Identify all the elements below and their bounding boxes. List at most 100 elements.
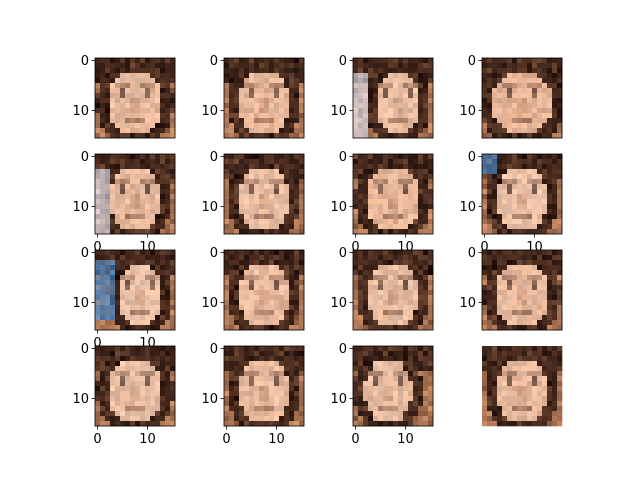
pixel-cell [428, 346, 434, 352]
pixel-cell [155, 63, 161, 69]
pixel-cell [423, 68, 429, 74]
pixel-cell [482, 83, 488, 89]
pixel-cell [125, 386, 131, 392]
pixel-cell [249, 300, 255, 306]
pixel-cell [368, 204, 374, 210]
pixel-cell [150, 118, 156, 124]
pixel-cell [299, 103, 305, 109]
pixel-cell [105, 83, 111, 89]
pixel-cell [393, 265, 399, 271]
pixel-cell [497, 133, 503, 139]
pixel-cell [160, 224, 166, 230]
pixel-cell [279, 351, 285, 357]
pixel-cell [279, 63, 285, 69]
pixel-cell [378, 381, 384, 387]
pixel-cell [527, 361, 533, 367]
pixel-cell [383, 386, 389, 392]
pixel-cell [527, 290, 533, 296]
pixel-cell [105, 346, 111, 352]
pixel-cell [95, 108, 101, 114]
pixel-cell [552, 179, 558, 185]
pixel-cell [110, 376, 116, 382]
pixel-cell [289, 265, 295, 271]
pixel-cell [115, 73, 121, 79]
pixel-cell [487, 78, 493, 84]
pixel-cell [537, 290, 543, 296]
pixel-cell [358, 366, 364, 372]
pixel-cell [487, 219, 493, 225]
pixel-cell [393, 421, 399, 427]
pixel-cell [249, 275, 255, 281]
pixel-cell [264, 159, 270, 165]
pixel-cell [95, 229, 101, 235]
pixel-cell [130, 184, 136, 190]
pixel-cell [398, 224, 404, 230]
pixel-cell [160, 214, 166, 220]
pixel-cell [502, 128, 508, 134]
pixel-cell [229, 128, 235, 134]
pixel-cell [552, 280, 558, 286]
pixel-cell [363, 416, 369, 422]
pixel-cell [557, 300, 563, 306]
pixel-cell [557, 270, 563, 276]
pixel-cell [353, 159, 359, 165]
pixel-cell [274, 128, 280, 134]
pixel-cell [527, 381, 533, 387]
pixel-cell [557, 98, 563, 104]
pixel-cell [403, 103, 409, 109]
pixel-cell [537, 356, 543, 362]
pixel-cell [368, 270, 374, 276]
pixel-cell [110, 295, 116, 301]
axes-frame [352, 57, 434, 139]
pixel-cell [244, 229, 250, 235]
pixel-cell [542, 179, 548, 185]
pixel-cell [418, 320, 424, 326]
pixel-cell [547, 224, 553, 230]
pixel-cell [294, 204, 300, 210]
pixel-cell [254, 108, 260, 114]
pixel-cell [155, 83, 161, 89]
pixel-cell [279, 401, 285, 407]
pixel-cell [368, 411, 374, 417]
pixel-cell [398, 108, 404, 114]
pixel-cell [428, 265, 434, 271]
pixel-cell [547, 421, 553, 427]
pixel-cell [294, 366, 300, 372]
pixel-cell [383, 224, 389, 230]
pixel-cell [239, 346, 245, 352]
pixel-cell [145, 260, 151, 266]
pixel-cell [264, 224, 270, 230]
pixel-cell [95, 361, 101, 367]
pixel-cell [170, 179, 176, 185]
pixel-cell [492, 285, 498, 291]
pixel-cell [130, 280, 136, 286]
pixel-cell [145, 194, 151, 200]
pixel-cell [120, 73, 126, 79]
pixel-cell [428, 406, 434, 412]
pixel-cell [234, 184, 240, 190]
pixel-cell [393, 391, 399, 397]
pixel-cell [150, 260, 156, 266]
pixel-cell [502, 199, 508, 205]
pixel-cell [368, 346, 374, 352]
pixel-cell [532, 73, 538, 79]
pixel-cell [224, 255, 230, 261]
pixel-cell [408, 214, 414, 220]
pixel-cell [160, 275, 166, 281]
pixel-cell [105, 325, 111, 331]
pixel-cell [150, 224, 156, 230]
pixel-cell [527, 219, 533, 225]
pixel-cell [423, 118, 429, 124]
pixel-cell [284, 391, 290, 397]
pixel-cell [120, 346, 126, 352]
pixel-cell [507, 169, 513, 175]
pixel-cell [378, 421, 384, 427]
pixel-cell [259, 250, 265, 256]
pixel-cell [507, 290, 513, 296]
pixel-cell [487, 204, 493, 210]
pixel-cell [388, 265, 394, 271]
pixel-cell [552, 325, 558, 331]
pixel-cell [507, 401, 513, 407]
pixel-cell [517, 260, 523, 266]
